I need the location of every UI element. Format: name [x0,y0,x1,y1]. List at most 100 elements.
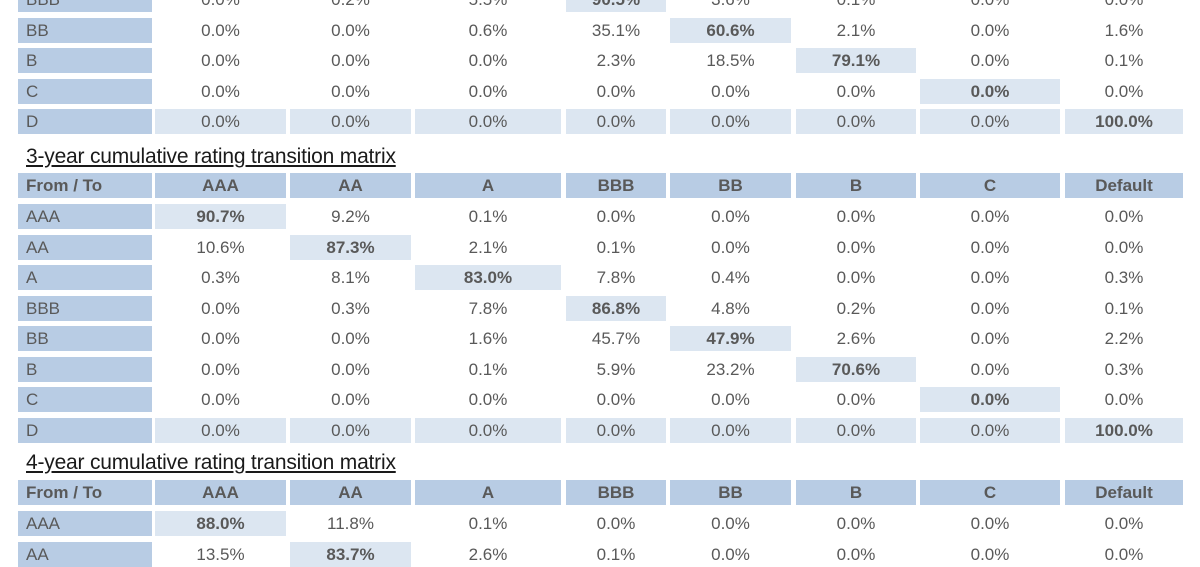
cell-d-bb: 0.0% [670,109,791,134]
row-label-aaa: AAA [18,511,152,536]
cell-aa-aa: 87.3% [290,235,411,260]
cell-c-default: 0.0% [1104,390,1144,409]
cell-bb-aaa: 0.0% [201,329,240,348]
row-label-c: C [18,79,152,104]
cell-a-bbb: 7.8% [596,268,636,287]
cell-c-c: 0.0% [920,387,1060,412]
cell-bbb-bbb: 86.8% [566,296,666,321]
cell-aaa-bbb: 0.0% [596,514,636,533]
column-header-aa: AA [290,480,411,505]
cell-d-c: 0.0% [920,109,1060,134]
cell-bb-default: 1.6% [1104,21,1144,40]
cell-aaa-bbb: 0.0% [596,207,636,226]
cell-d-bbb: 0.0% [566,418,666,443]
cell-aa-b: 0.0% [836,238,876,257]
cell-bb-c: 0.0% [970,329,1010,348]
cell-bbb-aaa: 0.0% [155,0,286,12]
column-header-bbb: BBB [566,480,666,505]
cell-aaa-b: 0.0% [836,207,876,226]
column-header-a: A [415,173,561,198]
cell-b-b: 79.1% [796,48,916,73]
cell-d-c: 0.0% [920,418,1060,443]
cell-b-a: 0.1% [468,360,508,379]
header-corner: From / To [18,480,152,505]
cell-bb-aaa: 0.0% [201,21,240,40]
cell-d-aaa: 0.0% [155,109,286,134]
cell-aa-bbb: 0.1% [596,238,636,257]
row-label-aa: AA [18,542,152,567]
cell-bbb-c: 0.0% [970,299,1010,318]
cell-d-bb: 0.0% [670,418,791,443]
cell-b-c: 0.0% [970,360,1010,379]
row-label-bb: BB [18,18,152,43]
row-label-b: B [18,48,152,73]
column-header-b: B [796,173,916,198]
column-header-aaa: AAA [155,480,286,505]
column-header-c: C [920,173,1060,198]
cell-aaa-a: 0.1% [468,207,508,226]
cell-d-b: 0.0% [796,109,916,134]
cell-aa-bb: 0.0% [711,545,750,564]
cell-b-bb: 18.5% [706,51,755,70]
cell-b-aaa: 0.0% [201,51,240,70]
cell-d-a: 0.0% [415,418,561,443]
cell-c-bb: 0.0% [711,82,750,101]
cell-c-b: 0.0% [836,390,876,409]
cell-bb-bbb: 35.1% [591,21,641,40]
cell-bbb-default: 0.1% [1104,299,1144,318]
cell-bb-bb: 60.6% [670,18,791,43]
cell-d-bbb: 0.0% [566,109,666,134]
cell-bbb-c: 0.0% [920,0,1060,12]
cell-c-b: 0.0% [836,82,876,101]
cell-aaa-aa: 9.2% [331,207,370,226]
column-header-bb: BB [670,480,791,505]
cell-bb-a: 1.6% [468,329,508,348]
cell-bbb-a: 7.8% [468,299,508,318]
cell-c-default: 0.0% [1104,82,1144,101]
cell-bb-aa: 0.0% [331,21,370,40]
row-label-bbb: BBB [18,296,152,321]
cell-d-aa: 0.0% [290,109,411,134]
cell-b-default: 0.1% [1104,51,1144,70]
matrix-4-year-title: 4-year cumulative rating transition matr… [26,451,396,474]
cell-aaa-c: 0.0% [970,514,1010,533]
cell-aa-aaa: 10.6% [196,238,245,257]
cell-d-default: 100.0% [1065,418,1183,443]
cell-c-bbb: 0.0% [596,390,636,409]
column-header-a: A [415,480,561,505]
row-label-bbb: BBB [18,0,152,12]
cell-aa-bb: 0.0% [711,238,750,257]
cell-bbb-aa: 0.3% [331,299,370,318]
column-header-bbb: BBB [566,173,666,198]
cell-b-b: 70.6% [796,357,916,382]
cell-c-c: 0.0% [920,79,1060,104]
cell-bb-c: 0.0% [970,21,1010,40]
cell-bbb-a: 5.5% [415,0,561,12]
cell-b-bbb: 2.3% [596,51,636,70]
row-label-a: A [18,265,152,290]
cell-aa-c: 0.0% [970,545,1010,564]
cell-aa-a: 2.6% [468,545,508,564]
cell-bb-a: 0.6% [468,21,508,40]
cell-aaa-aa: 11.8% [327,514,374,533]
row-label-d: D [18,109,152,134]
cell-bbb-aa: 0.2% [290,0,411,12]
column-header-default: Default [1065,480,1183,505]
row-label-bb: BB [18,326,152,351]
cell-d-a: 0.0% [415,109,561,134]
cell-d-b: 0.0% [796,418,916,443]
cell-bbb-default: 0.0% [1065,0,1183,12]
cell-b-c: 0.0% [970,51,1010,70]
cell-c-a: 0.0% [468,390,508,409]
cell-b-a: 0.0% [468,51,508,70]
cell-bbb-bbb: 90.5% [566,0,666,12]
row-label-d: D [18,418,152,443]
header-corner: From / To [18,173,152,198]
column-header-bb: BB [670,173,791,198]
cell-aaa-aaa: 88.0% [155,511,286,536]
cell-a-default: 0.3% [1104,268,1144,287]
cell-bbb-bb: 3.6% [670,0,791,12]
cell-aa-c: 0.0% [970,238,1010,257]
cell-aa-b: 0.0% [836,545,876,564]
cell-c-aa: 0.0% [331,390,370,409]
